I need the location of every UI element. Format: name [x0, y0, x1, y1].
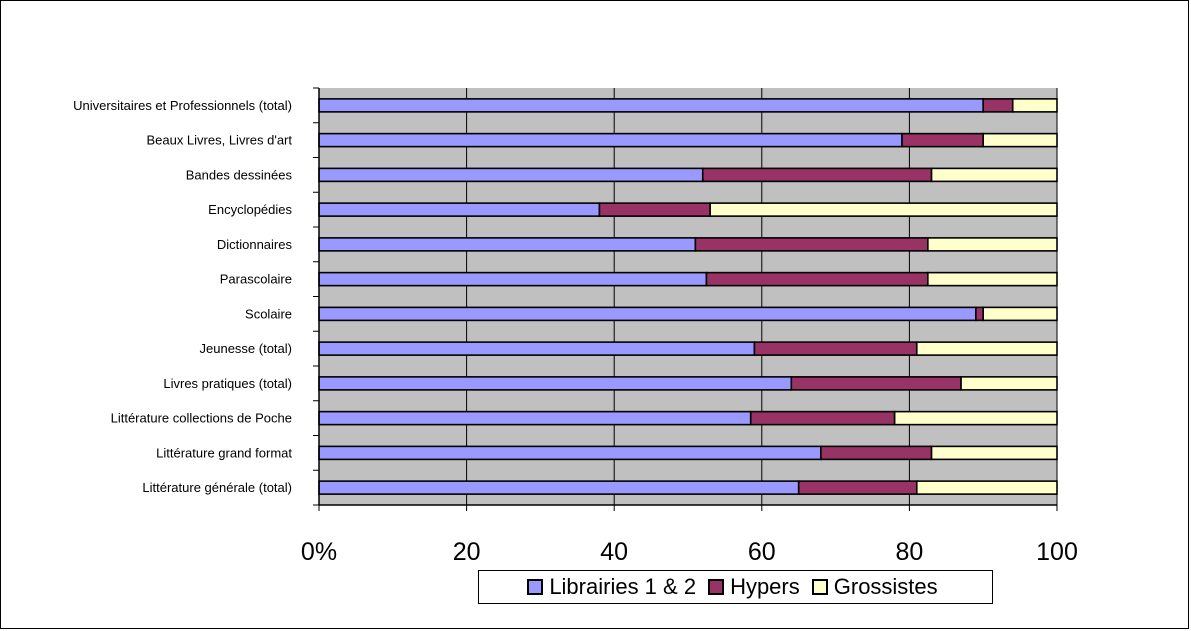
bar-librairies — [318, 98, 985, 113]
x-tick-label: 60 — [748, 538, 776, 566]
bar-hypers — [820, 445, 933, 461]
category-label: Livres pratiques (total) — [163, 376, 292, 391]
bar-librairies — [318, 202, 601, 217]
legend-item-hypers: Hypers — [708, 574, 800, 600]
bar-grossistes — [982, 132, 1058, 148]
bar-librairies — [318, 410, 752, 426]
legend-label-librairies: Librairies 1 & 2 — [549, 574, 697, 599]
category-label: Littérature collections de Poche — [111, 411, 292, 426]
bar-hypers — [701, 167, 933, 183]
bar-hypers — [982, 98, 1014, 113]
bar-librairies — [318, 237, 697, 252]
bar-hypers — [901, 132, 985, 148]
bar-grossistes — [893, 410, 1058, 426]
bar-librairies — [318, 376, 793, 391]
bar-grossistes — [709, 202, 1058, 217]
category-label: Jeunesse (total) — [200, 341, 293, 356]
category-label: Dictionnaires — [217, 237, 293, 252]
category-label: Encyclopédies — [208, 202, 292, 217]
bar-grossistes — [982, 306, 1058, 322]
bar-hypers — [598, 202, 711, 217]
legend-item-grossistes: Grossistes — [811, 574, 938, 600]
bar-grossistes — [927, 237, 1058, 252]
bar-librairies — [318, 271, 708, 287]
bar-librairies — [318, 341, 756, 356]
bar-librairies — [318, 480, 800, 495]
category-label: Universitaires et Professionnels (total) — [73, 98, 292, 113]
bar-hypers — [705, 271, 929, 287]
legend-swatch-grossistes — [811, 579, 828, 595]
bar-grossistes — [930, 445, 1058, 461]
category-label: Bandes dessinées — [186, 167, 293, 182]
legend-label-grossistes: Grossistes — [833, 574, 938, 599]
category-label: Scolaire — [245, 306, 292, 321]
legend-swatch-hypers — [708, 579, 725, 595]
x-tick-label: 80 — [895, 538, 923, 566]
bar-librairies — [318, 132, 903, 148]
legend: Librairies 1 & 2 Hypers Grossistes — [478, 570, 993, 604]
bar-grossistes — [927, 271, 1058, 287]
category-label: Parascolaire — [220, 272, 292, 287]
x-tick-label: 0% — [301, 538, 337, 566]
category-label: Littérature grand format — [156, 445, 292, 460]
x-tick-label: 100 — [1036, 538, 1078, 566]
bar-hypers — [694, 237, 929, 252]
bar-grossistes — [915, 480, 1058, 495]
bar-grossistes — [915, 341, 1058, 356]
legend-label-hypers: Hypers — [730, 574, 800, 599]
bar-hypers — [797, 480, 918, 495]
bar-hypers — [753, 341, 918, 356]
x-tick-label: 40 — [600, 538, 628, 566]
category-label: Littérature générale (total) — [142, 480, 292, 495]
bar-hypers — [975, 306, 985, 322]
bar-librairies — [318, 445, 822, 461]
bar-librairies — [318, 306, 977, 322]
bar-grossistes — [960, 376, 1058, 391]
x-tick-label: 20 — [453, 538, 481, 566]
bar-grossistes — [1011, 98, 1058, 113]
bar-grossistes — [930, 167, 1058, 183]
category-label: Beaux Livres, Livres d'art — [146, 133, 292, 148]
legend-swatch-librairies — [527, 579, 544, 595]
bar-hypers — [790, 376, 962, 391]
legend-item-librairies: Librairies 1 & 2 — [527, 574, 696, 600]
bar-hypers — [749, 410, 896, 426]
plot-area — [319, 88, 1057, 505]
bar-librairies — [318, 167, 704, 183]
